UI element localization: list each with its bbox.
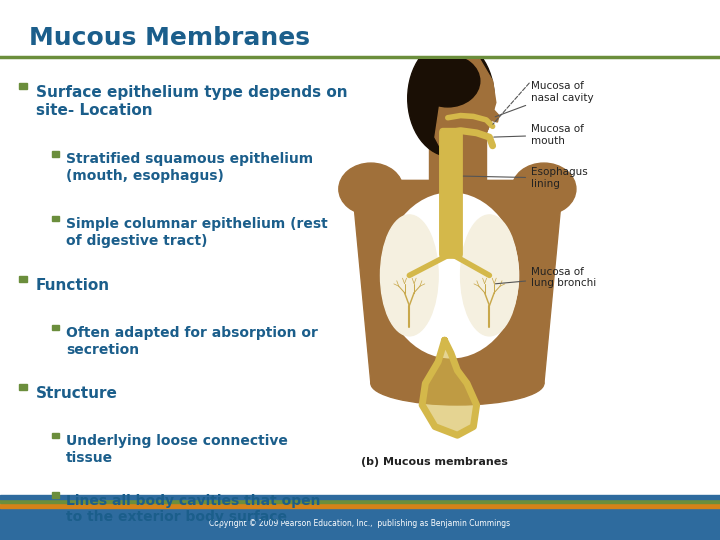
Bar: [19, 276, 27, 282]
Text: Copyright © 2009 Pearson Education, Inc.,  publishing as Benjamin Cummings: Copyright © 2009 Pearson Education, Inc.…: [210, 519, 510, 528]
Bar: [52, 216, 59, 221]
Text: Stratified squamous epithelium
(mouth, esophagus): Stratified squamous epithelium (mouth, e…: [66, 152, 313, 183]
Polygon shape: [490, 107, 499, 122]
Ellipse shape: [415, 55, 480, 107]
Bar: [52, 433, 59, 438]
Text: Function: Function: [36, 278, 110, 293]
Bar: [0, 508, 720, 540]
Bar: [19, 83, 27, 89]
Text: Often adapted for absorption or
secretion: Often adapted for absorption or secretio…: [66, 326, 318, 357]
Bar: [0, 504, 720, 508]
Ellipse shape: [339, 163, 403, 215]
Text: Simple columnar epithelium (rest
of digestive tract): Simple columnar epithelium (rest of dige…: [66, 217, 328, 248]
Ellipse shape: [371, 362, 544, 405]
Circle shape: [408, 40, 494, 157]
Bar: [0, 500, 720, 503]
Text: Mucosa of
lung bronchi: Mucosa of lung bronchi: [495, 267, 596, 288]
Polygon shape: [351, 180, 563, 383]
Text: Underlying loose connective
tissue: Underlying loose connective tissue: [66, 434, 288, 465]
Text: Mucosa of
nasal cavity: Mucosa of nasal cavity: [495, 81, 594, 117]
Text: Esophagus
lining: Esophagus lining: [464, 167, 588, 189]
Bar: [428, 124, 486, 189]
Ellipse shape: [461, 215, 518, 336]
Bar: [52, 325, 59, 330]
FancyBboxPatch shape: [440, 129, 462, 258]
Text: Structure: Structure: [36, 386, 118, 401]
Text: (b) Mucous membranes: (b) Mucous membranes: [361, 457, 508, 467]
Text: Mucosa of
mouth: Mucosa of mouth: [494, 124, 584, 146]
Bar: [0, 495, 720, 499]
Polygon shape: [435, 55, 496, 167]
Bar: [52, 492, 59, 498]
Polygon shape: [422, 340, 477, 435]
Bar: [19, 384, 27, 390]
Ellipse shape: [384, 193, 518, 357]
Ellipse shape: [380, 215, 438, 336]
Bar: [52, 151, 59, 157]
Text: Surface epithelium type depends on
site- Location: Surface epithelium type depends on site-…: [36, 85, 348, 118]
Ellipse shape: [512, 163, 576, 215]
Text: Mucous Membranes: Mucous Membranes: [29, 26, 310, 50]
Ellipse shape: [441, 68, 492, 146]
Text: Lines all body cavities that open
to the exterior body surface: Lines all body cavities that open to the…: [66, 494, 320, 524]
